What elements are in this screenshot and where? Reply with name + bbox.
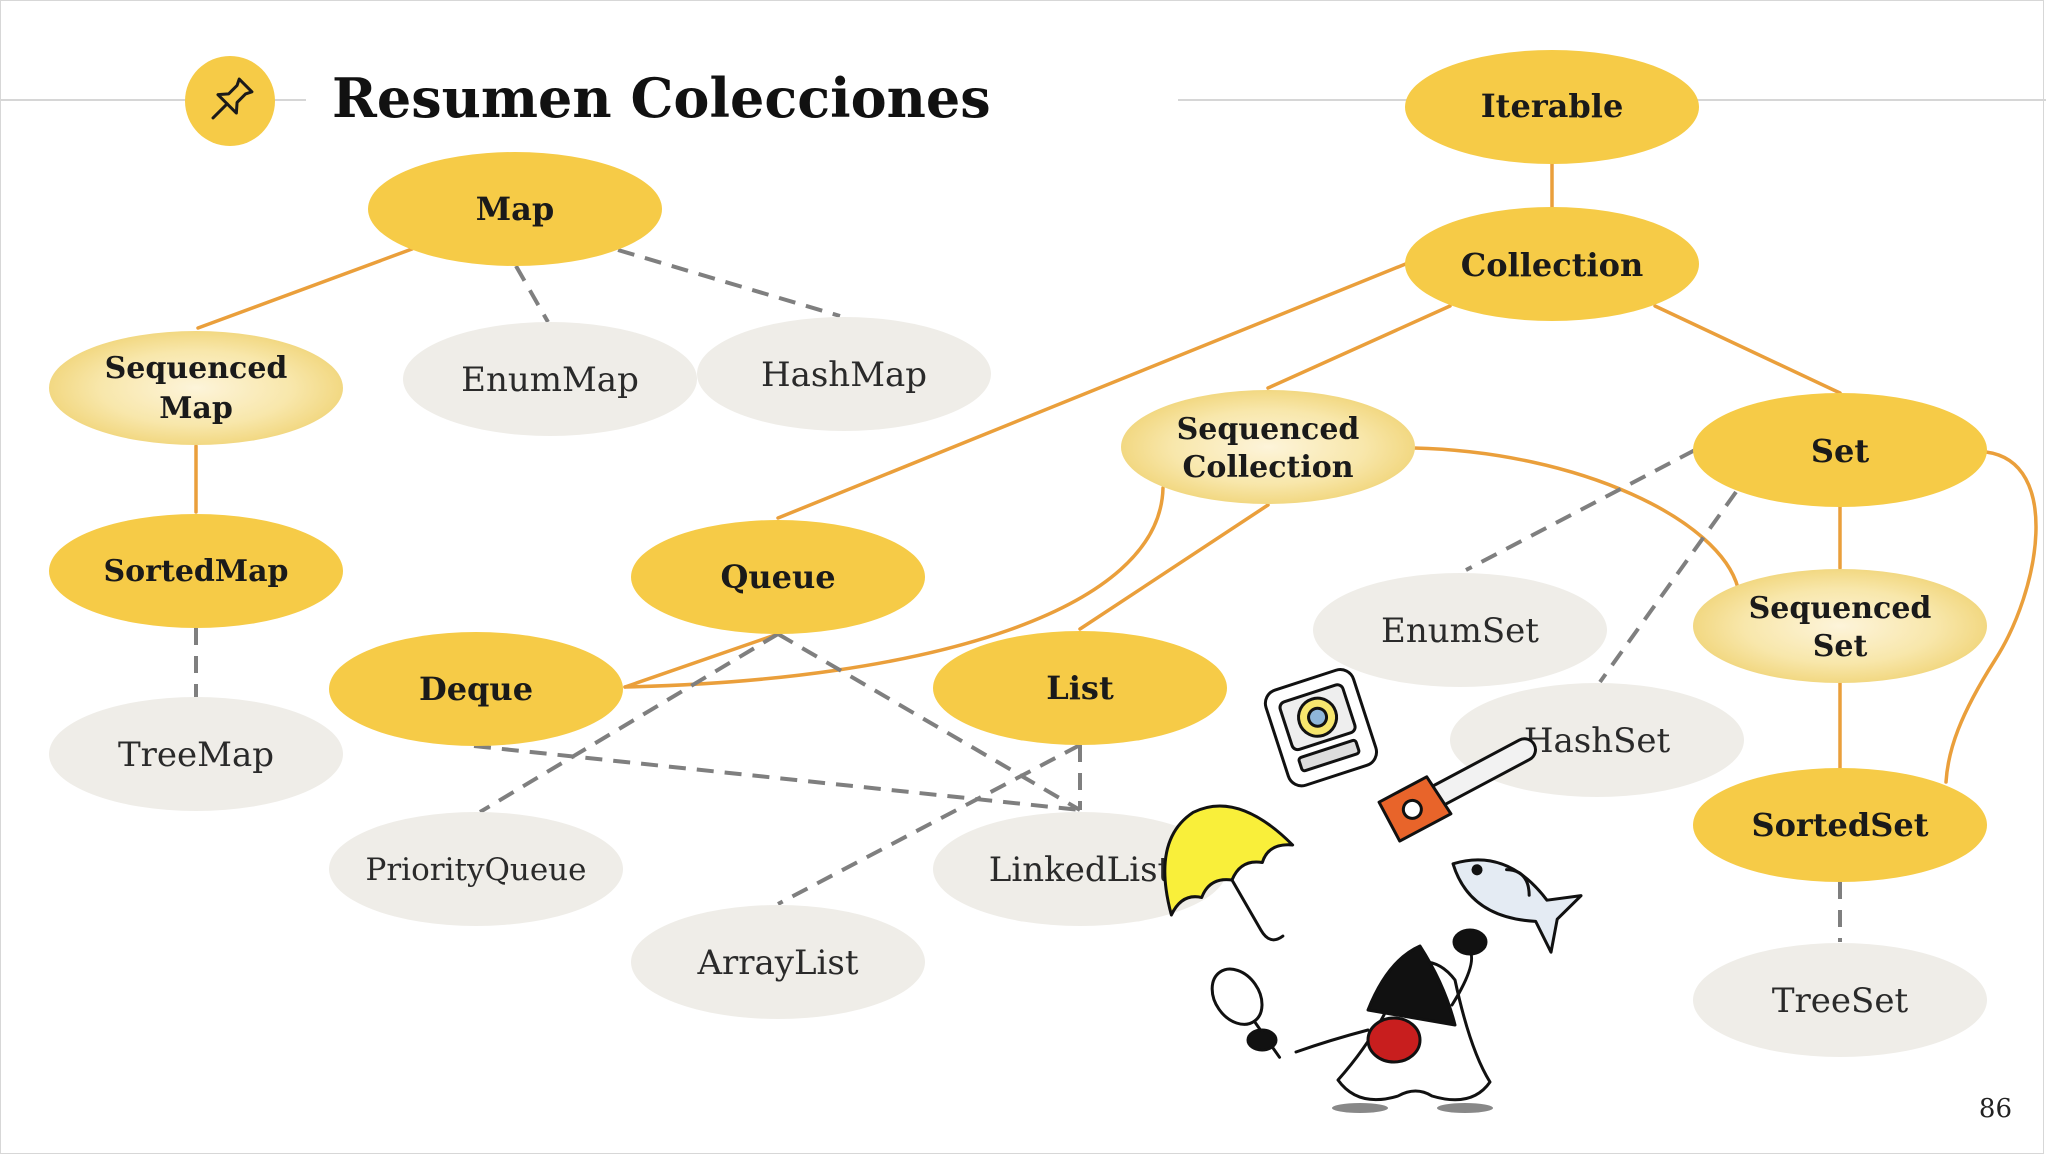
node-tree-map: TreeMap <box>49 697 343 811</box>
edge-queue-priorityqueue <box>478 632 780 814</box>
node-map: Map <box>368 152 662 266</box>
edge-queue-linkedlist <box>776 632 1082 812</box>
edge-map-enummap <box>514 265 550 323</box>
inheritance-edges <box>194 161 2038 784</box>
edge-sequencedcollection-deque <box>623 486 1165 689</box>
edge-list-arraylist <box>777 743 1081 906</box>
svg-text:Set: Set <box>1813 629 1868 664</box>
node-enum-set: EnumSet <box>1313 573 1607 687</box>
svg-text:ArrayList: ArrayList <box>696 943 858 983</box>
svg-text:List: List <box>1046 669 1114 707</box>
svg-text:Sequenced: Sequenced <box>105 351 288 386</box>
node-priority-queue: PriorityQueue <box>329 812 623 926</box>
edge-set-hashset <box>1598 490 1738 684</box>
node-sorted-map: SortedMap <box>49 514 343 628</box>
edge-collection-sequencedcollection <box>1266 304 1452 390</box>
edge-queue-deque <box>623 632 780 689</box>
svg-text:Sequenced: Sequenced <box>1749 591 1932 626</box>
radio-icon <box>1263 668 1379 788</box>
racket-icon <box>1210 967 1282 1059</box>
svg-text:TreeSet: TreeSet <box>1772 981 1909 1021</box>
svg-text:Set: Set <box>1811 432 1869 470</box>
svg-text:PriorityQueue: PriorityQueue <box>366 852 587 888</box>
node-sorted-set: SortedSet <box>1693 768 1987 882</box>
slide-title: Resumen Colecciones <box>332 66 991 130</box>
edge-set-enumset <box>1465 448 1696 572</box>
edge-sequencedcollection-sequencedset <box>1412 446 1740 590</box>
edge-set-sortedset <box>1944 450 2038 784</box>
svg-text:EnumSet: EnumSet <box>1381 611 1539 651</box>
node-sequenced-collection: Sequenced Collection <box>1121 390 1415 504</box>
node-linked-list: LinkedList <box>933 812 1227 926</box>
edge-map-hashmap <box>617 248 841 318</box>
umbrella-icon <box>1163 804 1295 942</box>
node-sequenced-set: Sequenced Set <box>1693 569 1987 683</box>
edge-collection-set <box>1653 304 1842 395</box>
node-enum-map: EnumMap <box>403 322 697 436</box>
node-hash-map: HashMap <box>697 317 991 431</box>
chainsaw-icon <box>1377 737 1537 843</box>
svg-text:SortedSet: SortedSet <box>1751 806 1928 844</box>
node-tree-set: TreeSet <box>1693 943 1987 1057</box>
svg-text:Iterable: Iterable <box>1481 87 1624 125</box>
node-iterable: Iterable <box>1405 50 1699 164</box>
node-array-list: ArrayList <box>631 905 925 1019</box>
duke-mascot <box>1246 928 1493 1113</box>
svg-text:Collection: Collection <box>1461 246 1644 284</box>
svg-text:HashMap: HashMap <box>761 355 927 395</box>
edge-deque-linkedlist <box>473 744 1081 812</box>
svg-text:EnumMap: EnumMap <box>461 360 639 400</box>
node-queue: Queue <box>631 520 925 634</box>
node-collection: Collection <box>1405 207 1699 321</box>
svg-text:Deque: Deque <box>419 670 533 708</box>
svg-text:HashSet: HashSet <box>1524 721 1671 761</box>
node-list: List <box>933 631 1227 745</box>
node-sequenced-map: Sequenced Map <box>49 331 343 445</box>
edge-collection-queue <box>776 261 1410 520</box>
svg-text:Queue: Queue <box>720 558 835 596</box>
fish-icon <box>1451 858 1583 954</box>
svg-text:Map: Map <box>476 190 555 228</box>
edge-sequencedcollection-list <box>1078 503 1270 631</box>
svg-text:TreeMap: TreeMap <box>118 735 274 775</box>
svg-text:LinkedList: LinkedList <box>989 850 1172 890</box>
node-hash-set: HashSet <box>1450 683 1744 797</box>
implementation-edges <box>194 248 1842 942</box>
page-number: 86 <box>1978 1094 2012 1124</box>
svg-text:Map: Map <box>159 391 233 426</box>
node-set: Set <box>1693 393 1987 507</box>
svg-text:Sequenced: Sequenced <box>1177 412 1360 447</box>
pushpin-icon <box>185 56 275 146</box>
svg-text:SortedMap: SortedMap <box>103 554 288 589</box>
svg-text:Collection: Collection <box>1182 450 1353 485</box>
java-duke-juggling-illustration <box>1163 668 1583 1113</box>
edge-map-sequencedmap <box>196 247 414 330</box>
node-deque: Deque <box>329 632 623 746</box>
